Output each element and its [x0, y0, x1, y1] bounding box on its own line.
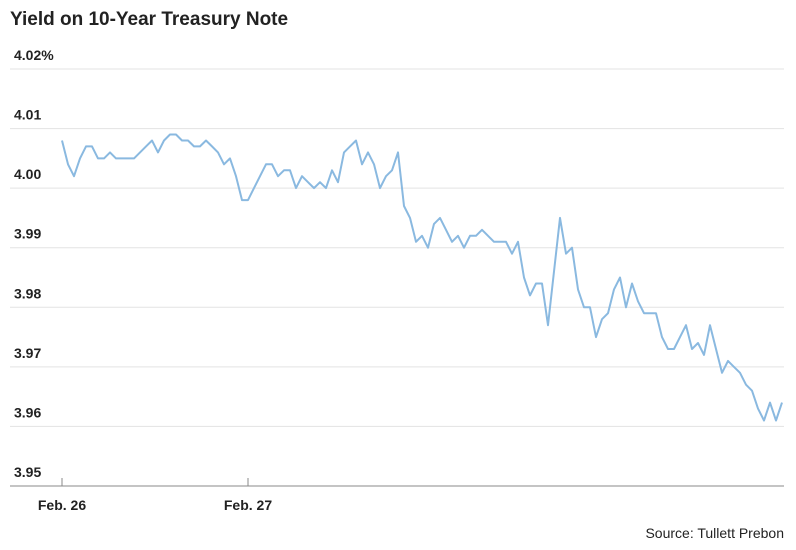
y-tick-label: 4.00: [14, 166, 41, 182]
y-tick-label: 3.98: [14, 285, 41, 301]
chart-title: Yield on 10-Year Treasury Note: [10, 9, 288, 30]
x-tick-label: Feb. 26: [38, 497, 86, 513]
x-tick-label: Feb. 27: [224, 497, 272, 513]
y-tick-label: 3.95: [14, 464, 41, 480]
line: [61, 133, 783, 422]
y-tick-label: 3.97: [14, 345, 41, 361]
y-tick-label: 4.02%: [14, 47, 54, 63]
y-tick-label: 4.01: [14, 107, 41, 123]
source: Source: Tullett Prebon: [645, 525, 784, 541]
y-tick-label: 3.99: [14, 226, 41, 242]
y-tick-label: 3.96: [14, 404, 41, 420]
